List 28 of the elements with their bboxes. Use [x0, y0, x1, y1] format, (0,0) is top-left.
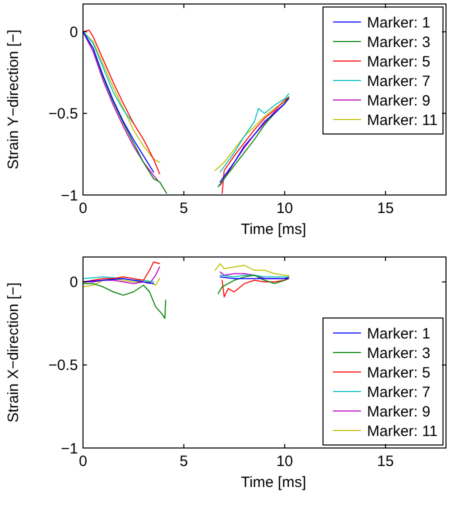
legend-label: Marker: 11 [367, 422, 438, 440]
legend-label: Marker: 1 [367, 14, 430, 32]
x-tick-label: 5 [180, 200, 188, 217]
y-axis-title: Strain Y−direction [−] [5, 30, 22, 170]
x-tick-label: 15 [377, 200, 394, 217]
y-tick-label: 0 [70, 274, 78, 292]
x-tick-label: 15 [377, 453, 394, 470]
legend-label: Marker: 3 [367, 34, 430, 51]
y-tick-label: −1 [60, 187, 78, 204]
x-tick-label: 5 [180, 453, 188, 470]
legend-label: Marker: 9 [367, 403, 430, 420]
legend-label: Marker: 7 [367, 384, 430, 401]
y-tick-label: −1 [60, 440, 78, 458]
y-tick-label: 0 [70, 24, 78, 41]
legend-label: Marker: 1 [367, 325, 430, 342]
legend-label: Marker: 5 [367, 364, 430, 382]
x-axis-title: Time [ms] [240, 474, 306, 491]
legend-label: Marker: 5 [367, 53, 430, 70]
legend-label: Marker: 11 [367, 112, 438, 129]
y-tick-label: −0.5 [48, 106, 78, 123]
y-tick-label: −0.5 [48, 357, 78, 374]
x-tick-label: 10 [276, 453, 294, 470]
y-axis-title: Strain X−direction [−] [5, 282, 22, 423]
x-tick-label: 10 [276, 200, 294, 217]
legend-label: Marker: 9 [367, 92, 430, 110]
legend-label: Marker: 3 [367, 344, 430, 362]
x-axis-title: Time [ms] [240, 221, 306, 238]
legend-label: Marker: 7 [367, 72, 430, 90]
